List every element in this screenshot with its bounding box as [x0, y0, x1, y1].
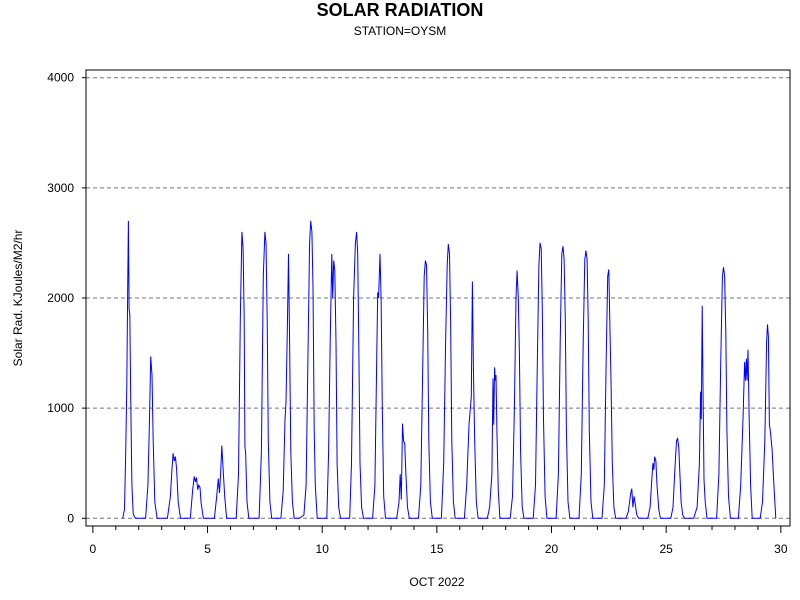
x-tick-label-30: 30 — [774, 542, 788, 556]
x-tick-label-25: 25 — [659, 542, 673, 556]
x-tick-label-15: 15 — [430, 542, 444, 556]
y-tick-label-2000: 2000 — [47, 291, 74, 305]
y-axis-label: Solar Rad. KJoules/M2/hr — [11, 230, 25, 367]
y-tick-label-4000: 4000 — [47, 71, 74, 85]
y-tick-label-0: 0 — [67, 511, 74, 525]
y-tick-label-3000: 3000 — [47, 181, 74, 195]
x-tick-label-10: 10 — [316, 542, 330, 556]
x-axis-label: OCT 2022 — [409, 575, 464, 589]
chart-title: SOLAR RADIATION — [316, 0, 484, 20]
x-tick-label-5: 5 — [204, 542, 211, 556]
y-tick-label-1000: 1000 — [47, 401, 74, 415]
y-axis: 0 1000 2000 3000 4000 — [47, 71, 86, 525]
series-line — [122, 220, 777, 519]
gridlines — [86, 77, 790, 519]
x-tick-label-20: 20 — [545, 542, 559, 556]
x-tick-label-0: 0 — [90, 542, 97, 556]
x-axis: 0 5 10 15 20 25 30 — [90, 526, 788, 556]
chart-subtitle: STATION=OYSM — [353, 24, 447, 38]
